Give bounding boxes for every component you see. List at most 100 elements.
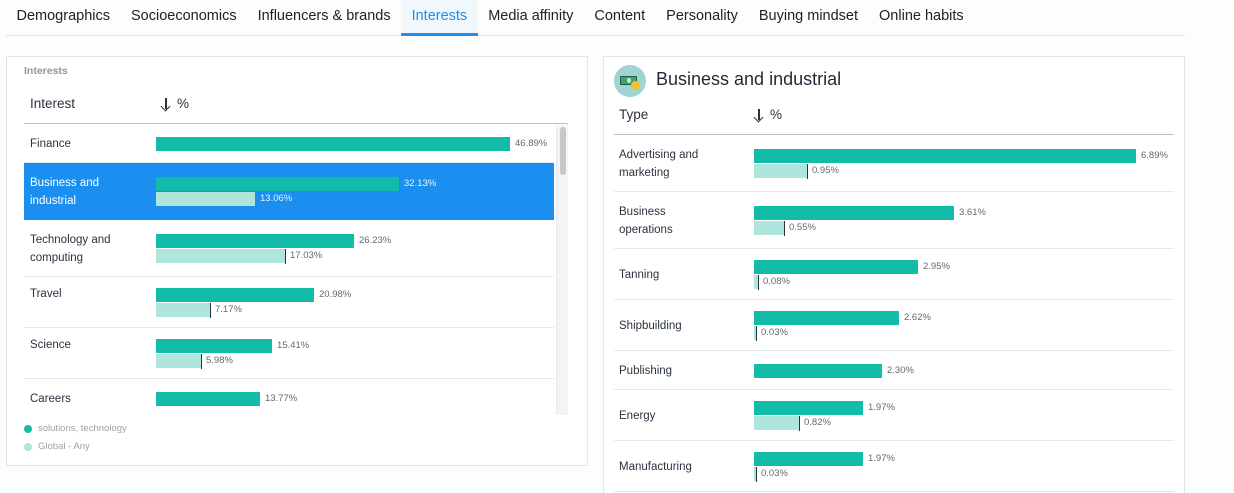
sort-percent-button[interactable]: % <box>160 96 189 111</box>
list-item[interactable]: Finance 46.89% <box>24 125 554 163</box>
row-label: Manufacturing <box>619 461 692 473</box>
audience-bar <box>754 206 954 220</box>
global-bar <box>754 467 756 481</box>
panel-caption: Interests <box>24 65 68 77</box>
list-item: Tanning 2.95% 0.08% <box>614 249 1174 300</box>
row-label: Travel <box>30 288 62 300</box>
global-marker <box>756 467 757 482</box>
row-label: Technology and computing <box>30 234 111 264</box>
global-bar <box>754 326 756 340</box>
list-item[interactable]: Business and industrial 32.13% 13.06% <box>24 163 554 220</box>
legend-label: solutions, technology <box>38 423 127 434</box>
global-value: 7.17% <box>215 304 242 315</box>
tab-interests[interactable]: Interests <box>401 0 478 36</box>
row-label: Tanning <box>619 269 660 281</box>
audience-value: 46.89% <box>515 138 548 149</box>
legend-dot <box>24 424 32 433</box>
audience-bar <box>156 339 272 353</box>
global-value: 0.82% <box>804 417 831 428</box>
global-bar <box>156 303 210 317</box>
tab-content[interactable]: Content <box>594 8 646 24</box>
scrollbar[interactable] <box>556 125 568 415</box>
tab-demographics[interactable]: Demographics <box>16 8 111 24</box>
list-item[interactable]: Science 15.41% 5.98% <box>24 328 554 379</box>
audience-value: 15.41% <box>277 340 310 351</box>
interest-column-header: Interest <box>30 96 76 111</box>
scrollbar-thumb[interactable] <box>560 127 566 175</box>
global-marker <box>285 249 286 264</box>
list-item: Business operations 3.61% 0.55% <box>614 192 1174 249</box>
sort-label: % <box>177 96 190 111</box>
header-divider <box>24 123 568 124</box>
row-label: Business and industrial <box>30 177 100 207</box>
audience-bar <box>156 234 354 248</box>
tab-influencers-brands[interactable]: Influencers & brands <box>257 8 391 24</box>
row-label: Shipbuilding <box>619 320 682 332</box>
tab-buying-mindset[interactable]: Buying mindset <box>758 8 859 24</box>
global-bar <box>754 164 807 178</box>
global-value: 13.06% <box>260 193 293 204</box>
global-marker <box>756 326 757 341</box>
money-icon <box>614 65 646 97</box>
global-marker <box>807 164 808 179</box>
list-item: Publishing 2.30% <box>614 351 1174 390</box>
global-bar <box>754 275 758 289</box>
header-divider <box>614 134 1174 135</box>
tab-socioeconomics[interactable]: Socioeconomics <box>131 8 237 24</box>
sort-label: % <box>770 107 783 122</box>
detail-list: Advertising and marketing 6.89% 0.95% Busin… <box>614 135 1174 493</box>
global-value: 0.95% <box>812 165 839 176</box>
row-label: Finance <box>30 138 71 150</box>
type-column-header: Type <box>619 107 649 122</box>
audience-bar <box>754 149 1136 163</box>
audience-bar <box>156 288 314 302</box>
global-value: 17.03% <box>290 250 323 261</box>
global-bar <box>754 416 799 430</box>
audience-value: 20.98% <box>319 289 352 300</box>
global-marker <box>799 416 800 431</box>
list-item: Advertising and marketing 6.89% 0.95% <box>614 135 1174 192</box>
global-value: 5.98% <box>206 355 233 366</box>
audience-value: 2.95% <box>923 261 950 272</box>
audience-bar <box>156 137 510 151</box>
list-item[interactable]: Technology and computing 26.23% 17.03% <box>24 220 554 277</box>
arrow-down-icon <box>160 97 172 111</box>
global-value: 0.03% <box>761 468 788 479</box>
global-value: 0.08% <box>763 276 790 287</box>
global-marker <box>784 221 785 236</box>
row-label: Careers <box>30 393 71 405</box>
legend-label: Global - Any <box>38 441 90 452</box>
audience-bar <box>754 452 863 466</box>
audience-value: 6.89% <box>1141 150 1168 161</box>
detail-panel: Business and industrial Type % Advertisi… <box>603 56 1185 493</box>
global-value: 0.55% <box>789 222 816 233</box>
tab-personality[interactable]: Personality <box>666 8 738 24</box>
tab-media-affinity[interactable]: Media affinity <box>488 8 574 24</box>
row-label: Advertising and marketing <box>619 149 699 179</box>
global-bar <box>754 221 784 235</box>
list-item[interactable]: Careers 13.77% <box>24 379 554 415</box>
audience-bar <box>754 260 918 274</box>
global-marker <box>758 275 759 290</box>
legend-dot <box>24 442 32 451</box>
row-label: Business operations <box>619 206 673 236</box>
legend-item-global: Global - Any <box>24 441 90 452</box>
row-label: Science <box>30 339 71 351</box>
global-bar <box>156 249 285 263</box>
audience-value: 32.13% <box>404 178 437 189</box>
tab-bar: Demographics Socioeconomics Influencers & … <box>6 0 1185 36</box>
audience-value: 2.30% <box>887 365 914 376</box>
interests-panel: Interests Interest % Finance 46.89% Busine… <box>6 56 588 466</box>
tab-online-habits[interactable]: Online habits <box>879 8 964 24</box>
audience-value: 2.62% <box>904 312 931 323</box>
list-item[interactable]: Travel 20.98% 7.17% <box>24 277 554 328</box>
audience-bar <box>156 177 399 191</box>
sort-percent-button[interactable]: % <box>753 107 782 122</box>
audience-bar <box>156 392 260 406</box>
interests-list[interactable]: Finance 46.89% Business and industrial 32.1… <box>24 125 554 415</box>
legend-item-audience: solutions, technology <box>24 423 127 434</box>
global-value: 0.03% <box>761 327 788 338</box>
audience-bar <box>754 311 899 325</box>
global-marker <box>255 192 256 207</box>
global-bar <box>156 354 201 368</box>
